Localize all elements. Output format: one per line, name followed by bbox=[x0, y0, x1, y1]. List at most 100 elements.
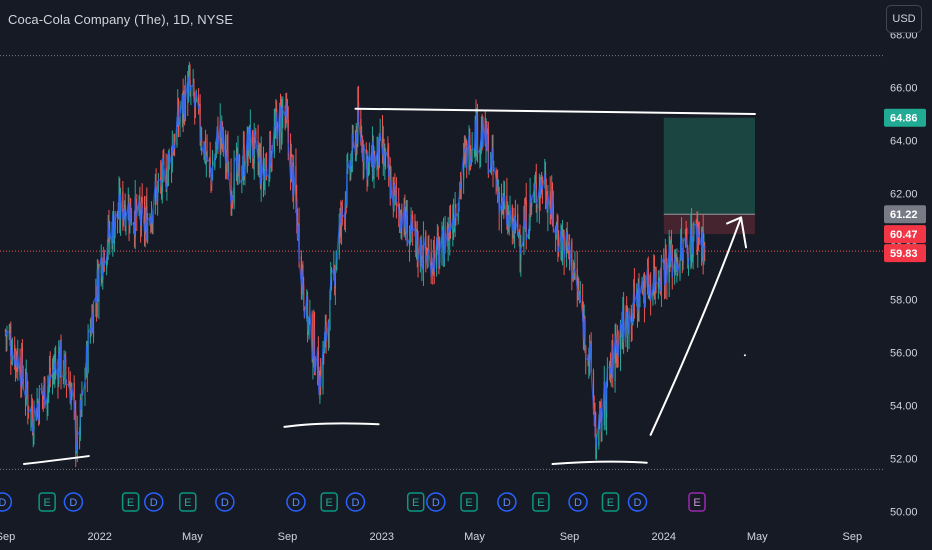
earnings-marker[interactable]: E bbox=[406, 492, 425, 512]
candle-body bbox=[520, 249, 522, 260]
candle-body bbox=[441, 232, 443, 249]
candle-body bbox=[568, 250, 570, 251]
candle-body bbox=[457, 212, 459, 221]
candle-body bbox=[387, 146, 389, 159]
dividend-icon[interactable] bbox=[568, 492, 588, 512]
dividend-icon[interactable] bbox=[627, 492, 648, 512]
time-tick-label: 2022 bbox=[87, 531, 111, 543]
top-resistance-line[interactable] bbox=[354, 107, 756, 116]
earnings-icon[interactable] bbox=[460, 492, 478, 512]
candle-body bbox=[626, 309, 628, 313]
dividend-icon[interactable] bbox=[426, 492, 446, 512]
projection-arrow[interactable] bbox=[649, 216, 743, 436]
price-label-bg bbox=[884, 225, 926, 244]
price-label-bg bbox=[884, 244, 926, 263]
candle-body bbox=[195, 91, 197, 103]
candle-body bbox=[522, 240, 524, 246]
candle-body bbox=[338, 225, 340, 255]
earnings-icon[interactable] bbox=[532, 492, 550, 512]
earnings-icon[interactable] bbox=[121, 492, 140, 512]
candle-body bbox=[562, 235, 564, 240]
candle-body bbox=[408, 238, 411, 246]
price-axis[interactable]: 68.0066.0064.0062.0060.0058.0056.0054.00… bbox=[884, 0, 932, 550]
low-support-line-1[interactable] bbox=[22, 455, 90, 466]
earnings-marker[interactable]: E bbox=[179, 492, 197, 512]
price-label-bg bbox=[884, 205, 926, 224]
candle-body bbox=[576, 268, 578, 290]
dividend-marker[interactable]: D bbox=[144, 492, 164, 512]
candle-body bbox=[219, 120, 221, 152]
event-letter: D bbox=[634, 497, 642, 509]
projection-arrow-head[interactable] bbox=[726, 216, 748, 249]
candle-body bbox=[511, 206, 513, 231]
candle-body bbox=[592, 370, 595, 410]
dividend-marker[interactable]: D bbox=[0, 492, 13, 512]
dividend-marker[interactable]: D bbox=[568, 492, 588, 512]
earnings-marker[interactable]: E bbox=[460, 492, 478, 512]
dividend-icon[interactable] bbox=[286, 492, 306, 512]
candle-body bbox=[308, 317, 310, 324]
candle-body bbox=[295, 165, 297, 203]
stop-label: 60.47 bbox=[884, 225, 926, 244]
earnings-marker[interactable]: E bbox=[38, 492, 56, 512]
candle-body bbox=[665, 251, 667, 266]
candle-body bbox=[116, 211, 119, 219]
dividend-icon[interactable] bbox=[215, 492, 235, 512]
candle-body bbox=[19, 356, 21, 379]
earnings-icon[interactable] bbox=[320, 492, 338, 512]
candle-body bbox=[506, 195, 508, 226]
candle-body bbox=[68, 383, 70, 386]
target-zone[interactable] bbox=[663, 117, 755, 215]
earnings-icon[interactable] bbox=[38, 492, 56, 512]
candle-body bbox=[598, 420, 600, 447]
earnings-marker[interactable]: E bbox=[532, 492, 550, 512]
earnings-marker[interactable]: E bbox=[688, 492, 706, 512]
dividend-marker[interactable]: D bbox=[63, 492, 84, 512]
earnings-icon[interactable] bbox=[179, 492, 197, 512]
dividend-icon[interactable] bbox=[144, 492, 164, 512]
currency-button[interactable]: USD bbox=[886, 5, 922, 33]
dividend-icon[interactable] bbox=[63, 492, 84, 512]
candle-body bbox=[479, 149, 481, 152]
earnings-icon[interactable] bbox=[601, 492, 620, 512]
time-axis[interactable]: Sep 2022 May Sep 2023 May Sep 2024 May Sep bbox=[0, 531, 862, 543]
earnings-marker[interactable]: E bbox=[601, 492, 620, 512]
position-tool[interactable] bbox=[663, 117, 755, 235]
dividend-icon[interactable] bbox=[345, 492, 366, 512]
earnings-marker[interactable]: E bbox=[121, 492, 140, 512]
candle-body bbox=[89, 327, 92, 338]
dividend-marker[interactable]: D bbox=[345, 492, 366, 512]
candle-body bbox=[417, 248, 419, 263]
event-letter: E bbox=[184, 497, 191, 509]
candle-body bbox=[495, 170, 497, 180]
candle-body bbox=[376, 151, 378, 171]
dividend-marker[interactable]: D bbox=[286, 492, 306, 512]
candle-body bbox=[262, 153, 265, 182]
dividend-marker[interactable]: D bbox=[497, 492, 517, 512]
dividend-marker[interactable]: D bbox=[627, 492, 648, 512]
candle-body bbox=[264, 172, 266, 180]
dividend-icon[interactable] bbox=[497, 492, 517, 512]
price-tick-label: 50.00 bbox=[890, 507, 918, 519]
candle-body bbox=[154, 181, 156, 206]
candle-body bbox=[549, 191, 551, 212]
candles bbox=[4, 61, 706, 467]
candle-body bbox=[300, 256, 302, 286]
candle-body bbox=[141, 197, 143, 209]
time-tick-label: May bbox=[464, 531, 485, 543]
drawings[interactable] bbox=[22, 107, 756, 466]
candle-body bbox=[246, 133, 248, 172]
earnings-marker[interactable]: E bbox=[320, 492, 338, 512]
dividend-icon[interactable] bbox=[0, 492, 13, 512]
low-support-line-2[interactable] bbox=[283, 422, 380, 428]
dividend-marker[interactable]: D bbox=[215, 492, 235, 512]
candle-body bbox=[435, 240, 438, 269]
earnings-icon[interactable] bbox=[688, 492, 706, 512]
candle-body bbox=[230, 172, 232, 204]
dividend-marker[interactable]: D bbox=[426, 492, 446, 512]
earnings-icon[interactable] bbox=[406, 492, 425, 512]
low-support-line-3[interactable] bbox=[551, 460, 648, 466]
event-letter: D bbox=[432, 497, 440, 509]
